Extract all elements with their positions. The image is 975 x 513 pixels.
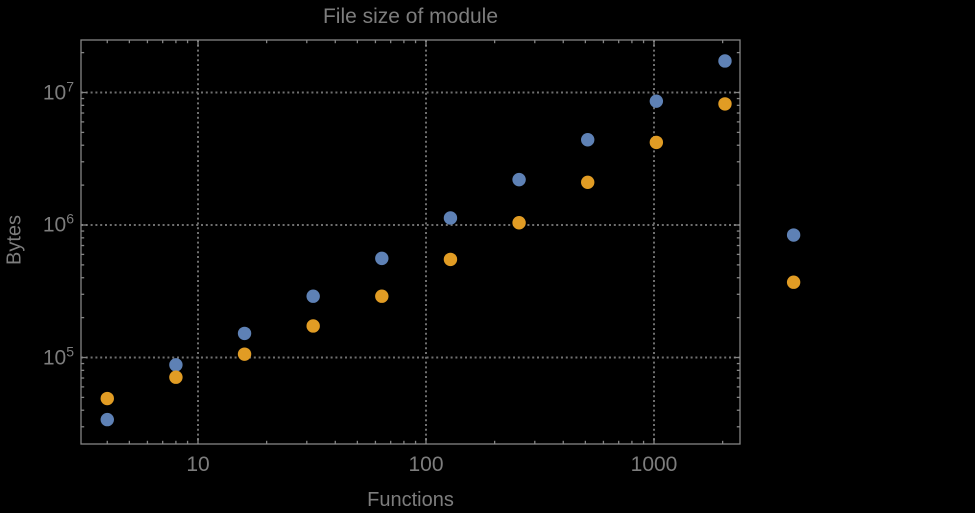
data-point [169, 358, 183, 372]
data-point [443, 252, 458, 267]
data-point [718, 97, 732, 111]
data-point [512, 216, 526, 230]
data-point [786, 228, 801, 242]
data-point [100, 412, 114, 427]
gridlines [81, 40, 740, 444]
data-point [649, 135, 664, 150]
chart-title: File size of module [322, 5, 499, 28]
data-point [718, 54, 732, 68]
data-point [512, 172, 526, 187]
data-point [443, 211, 458, 225]
data-point [375, 251, 389, 266]
data-point [169, 370, 183, 384]
data-point [237, 326, 252, 341]
y-tick-label: 107 [42, 77, 74, 104]
axis-ticks [81, 40, 740, 444]
data-point [237, 347, 252, 361]
data-point [581, 133, 595, 147]
plot-frame [80, 39, 741, 445]
x-tick-label: 10 [186, 453, 210, 476]
blue-series [100, 54, 801, 427]
data-point [375, 289, 389, 303]
data-point [306, 289, 320, 303]
y-tick-label: 106 [42, 210, 74, 237]
x-tick-label: 100 [408, 453, 444, 476]
x-tick-label: 1000 [630, 453, 678, 476]
data-point [306, 319, 320, 333]
data-point [649, 94, 664, 108]
y-tick-label: 105 [42, 342, 74, 369]
data-point [786, 275, 801, 289]
data-point [581, 175, 595, 190]
data-point [100, 391, 114, 406]
x-axis-label: Functions [367, 489, 454, 511]
orange-series [100, 97, 801, 406]
